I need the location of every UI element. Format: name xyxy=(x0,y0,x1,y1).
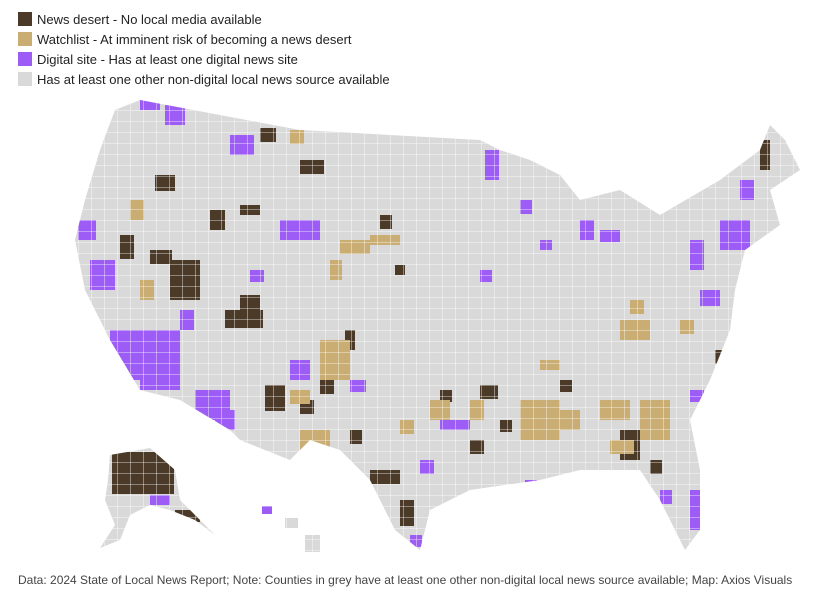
legend-item: News desert - No local media available xyxy=(18,9,390,29)
legend-item: Watchlist - At imminent risk of becoming… xyxy=(18,29,390,49)
legend-label: Has at least one other non-digital local… xyxy=(37,71,390,87)
legend-label: News desert - No local media available xyxy=(37,11,262,27)
legend-swatch xyxy=(18,32,32,46)
legend-item: Digital site - Has at least one digital … xyxy=(18,49,390,69)
legend-label: Digital site - Has at least one digital … xyxy=(37,51,298,67)
county-patch xyxy=(750,260,762,274)
legend: News desert - No local media available Wa… xyxy=(18,9,390,89)
legend-item: Has at least one other non-digital local… xyxy=(18,69,390,89)
legend-swatch xyxy=(18,12,32,26)
legend-swatch xyxy=(18,52,32,66)
footer-note: Data: 2024 State of Local News Report; N… xyxy=(18,573,793,587)
legend-swatch xyxy=(18,72,32,86)
legend-label: Watchlist - At imminent risk of becoming… xyxy=(37,31,352,47)
us-map xyxy=(75,100,800,552)
county-borders xyxy=(75,100,800,552)
